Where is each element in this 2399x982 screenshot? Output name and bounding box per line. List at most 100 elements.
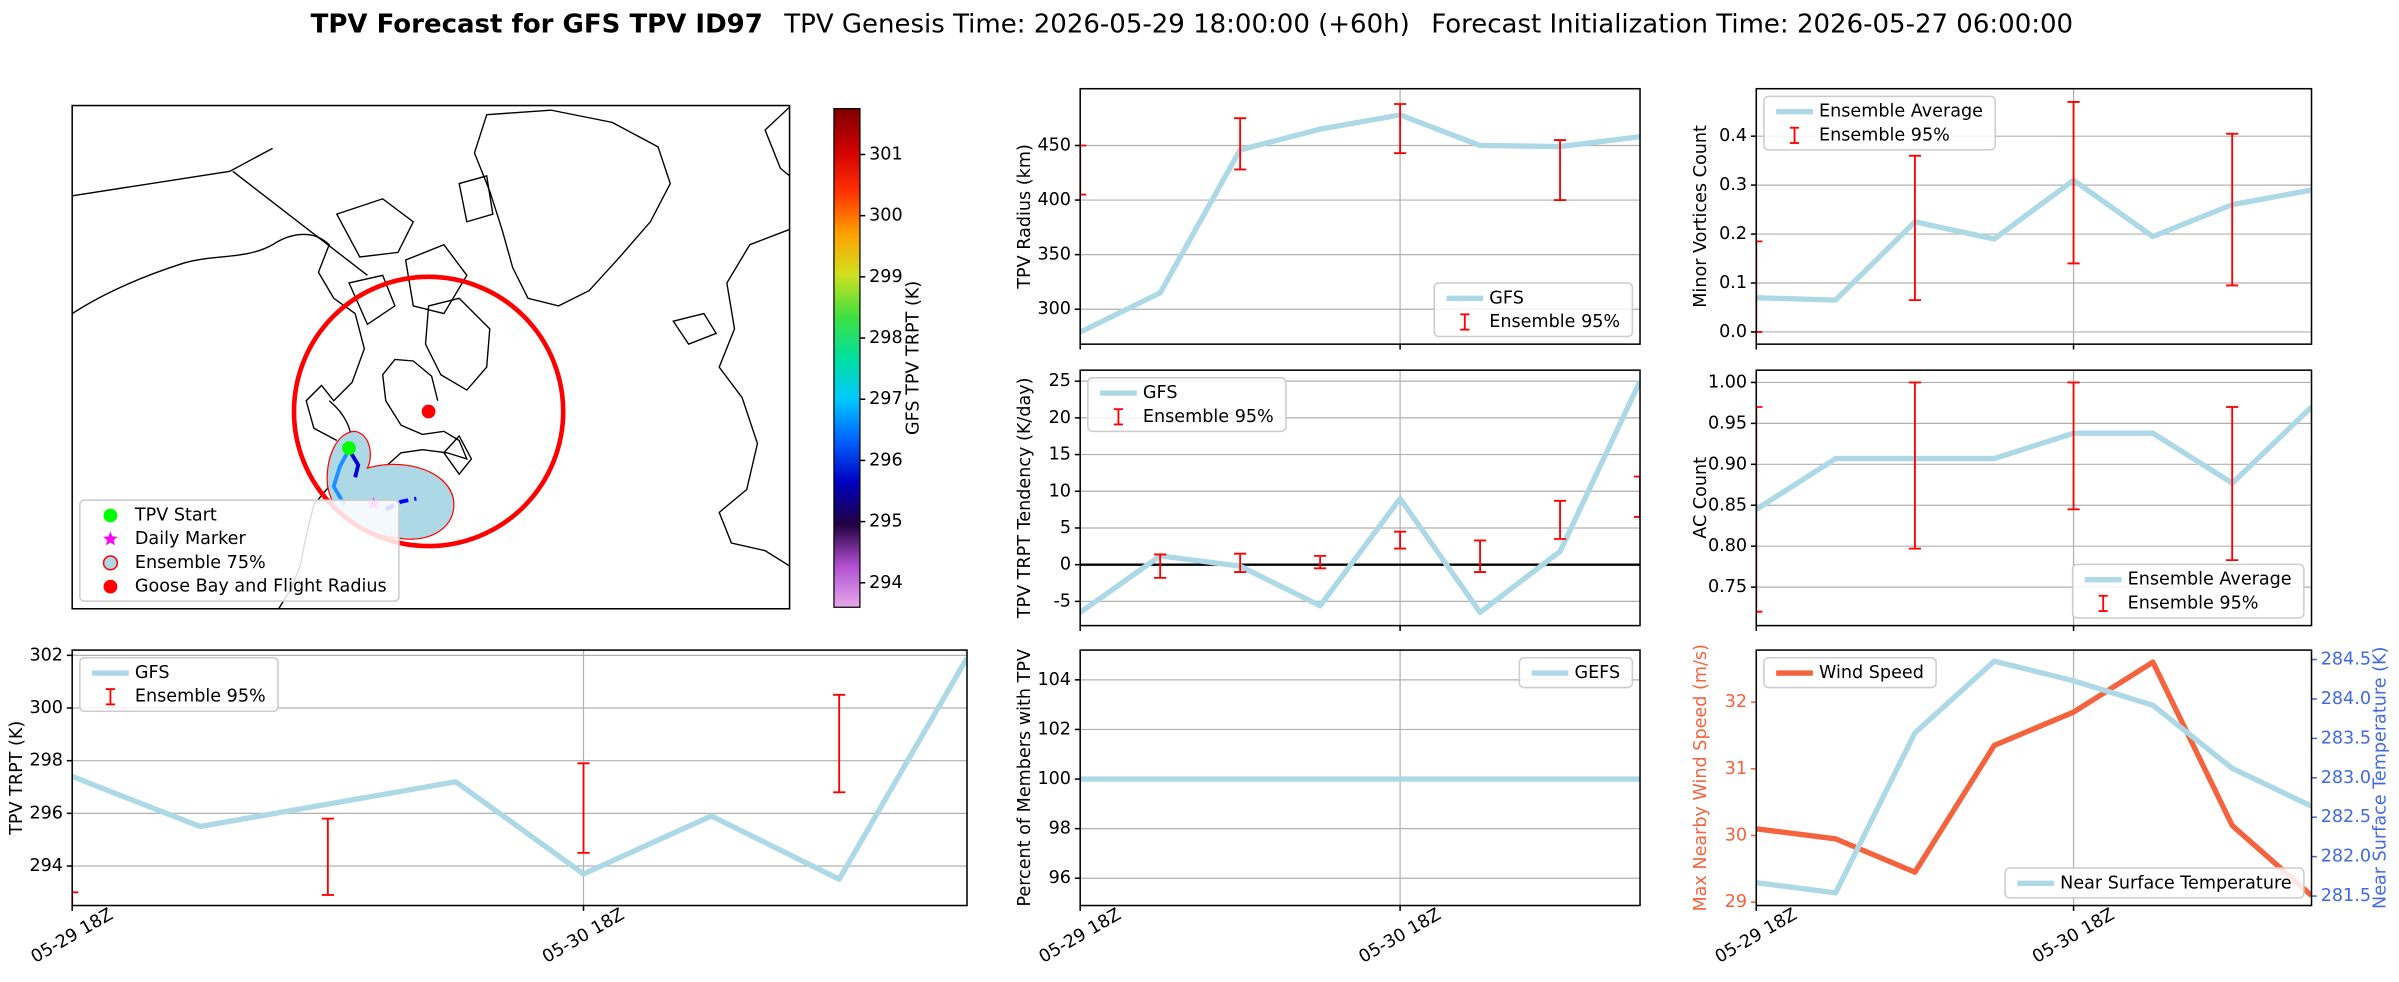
y-tick-label: 281.5 <box>2321 886 2371 906</box>
series <box>72 656 968 882</box>
tpv-start <box>342 441 356 456</box>
legend-swatch <box>103 531 118 546</box>
legend: Ensemble Average Ensemble 95% <box>2071 563 2305 619</box>
y-tick-label: 282.5 <box>2321 807 2371 827</box>
axes-frame <box>1079 87 1641 345</box>
colorbar-label: GFS TPV TRPT (K) <box>903 281 923 435</box>
greenland <box>473 109 672 307</box>
island <box>335 175 718 476</box>
legend-label: Ensemble Average <box>1819 102 1983 122</box>
series-line <box>1756 405 2312 512</box>
legend-label: GEFS <box>1574 663 1620 683</box>
legend-box <box>1518 656 1634 689</box>
y-tick-label: 283.5 <box>2321 728 2371 748</box>
europe-coast <box>718 106 790 567</box>
y-tick-label: 302 <box>29 645 63 665</box>
legend-label: GFS <box>1489 288 1524 308</box>
track <box>331 448 351 506</box>
y-tick-label: 98 <box>1049 819 1071 839</box>
colorbar-tick-label: 296 <box>869 450 903 470</box>
y-tick-label: 300 <box>1037 299 1071 319</box>
legend-box <box>1087 377 1287 433</box>
y-tick-label: 0.2 <box>1719 224 1747 244</box>
y-axis-label: AC Count <box>1691 457 1711 539</box>
y-axis-label: Minor Vortices Count <box>1691 125 1711 308</box>
legend-label: Ensemble 95% <box>1819 125 1950 145</box>
y-tick-label: 32 <box>1725 692 1747 712</box>
y-tick-label: 104 <box>1037 670 1071 690</box>
series <box>1756 658 2312 896</box>
legend: GFS Ensemble 95% <box>79 656 279 713</box>
y-tick-label: 96 <box>1049 868 1071 888</box>
y-tick-label: 15 <box>1049 445 1071 465</box>
legend-swatch <box>103 579 118 594</box>
y-tick-label: 0.1 <box>1719 273 1747 293</box>
y-tick-label: 0.80 <box>1708 536 1747 556</box>
legend-swatch <box>103 508 118 523</box>
goose-bay <box>421 404 436 419</box>
legend: Wind Speed <box>1763 656 1937 689</box>
legend-box <box>2004 867 2305 899</box>
suptitle: TPV Forecast for GFS TPV ID97 TPV Genesis… <box>311 9 2073 39</box>
series-line <box>1080 380 1641 616</box>
series <box>1080 103 1567 201</box>
legend-label: Goose Bay and Flight Radius <box>135 577 387 597</box>
legend-label: TPV Start <box>134 505 217 525</box>
legend: GFS Ensemble 95% <box>1433 282 1634 338</box>
series <box>1756 659 2312 898</box>
y-tick-label: 282.0 <box>2321 847 2371 867</box>
axes-frame <box>1079 649 1641 907</box>
border <box>72 147 368 276</box>
colorbar <box>833 107 861 608</box>
y-tick-label: 0 <box>1060 555 1071 575</box>
legend-box <box>1433 282 1634 338</box>
legend-label: Ensemble 95% <box>1489 312 1620 332</box>
y-axis-label: TPV Radius (km) <box>1015 144 1035 289</box>
series <box>1080 380 1641 616</box>
axes-frame <box>71 649 968 907</box>
series <box>72 693 846 906</box>
y-tick-label: 100 <box>1037 769 1071 789</box>
legend-label: Ensemble 95% <box>135 687 266 707</box>
y-tick-label: 1.00 <box>1708 372 1747 392</box>
panel: 0.75 0.80 0.85 0.90 0.95 1.00 AC Count <box>1691 369 2313 631</box>
y-tick-label: 0.3 <box>1719 175 1747 195</box>
map-frame <box>71 104 791 610</box>
legend: TPV Start Daily Marker Ensemble 75% Goose B… <box>79 499 400 602</box>
y-axis-label: TPV TRPT Tendency (K/day) <box>1015 377 1035 619</box>
series-line <box>1756 659 2312 898</box>
legend: GEFS <box>1518 656 1634 689</box>
colorbar-tick-label: 294 <box>869 573 903 593</box>
legend: GFS Ensemble 95% <box>1087 377 1287 433</box>
series <box>1756 177 2312 303</box>
series-line <box>1756 658 2312 896</box>
series <box>1756 405 2312 512</box>
legend: Near Surface Temperature <box>2004 867 2305 899</box>
axes-frame <box>1755 649 2313 907</box>
track <box>347 448 361 478</box>
colorbar-tick-label: 295 <box>869 512 903 532</box>
y-tick-label: 20 <box>1049 408 1071 428</box>
axes-frame <box>1755 369 2313 627</box>
y-tick-label: 30 <box>1725 825 1747 845</box>
series <box>1080 112 1641 335</box>
y-axis-label: Max Nearby Wind Speed (m/s) <box>1691 644 1711 911</box>
legend-label: Ensemble 95% <box>1143 407 1274 427</box>
y-tick-label: 283.0 <box>2321 768 2371 788</box>
y-tick-label: 102 <box>1037 719 1071 739</box>
legend-label: Daily Marker <box>135 529 247 549</box>
series-line <box>1756 177 2312 303</box>
y-tick-label: 0.4 <box>1719 126 1747 146</box>
coastline <box>72 233 366 442</box>
flight-radius <box>291 274 566 549</box>
colorbar-tick-label: 298 <box>869 328 903 348</box>
y-tick-label: 350 <box>1037 245 1071 265</box>
y-tick-label: 294 <box>29 856 63 876</box>
y-axis-label: Percent of Members with TPV <box>1015 649 1035 907</box>
legend-box <box>1763 656 1937 689</box>
y-tick-label: 284.0 <box>2321 689 2371 709</box>
y-tick-label: 29 <box>1725 892 1747 912</box>
y-tick-label: 284.5 <box>2321 650 2371 670</box>
y-tick-label: 0.75 <box>1708 577 1747 597</box>
